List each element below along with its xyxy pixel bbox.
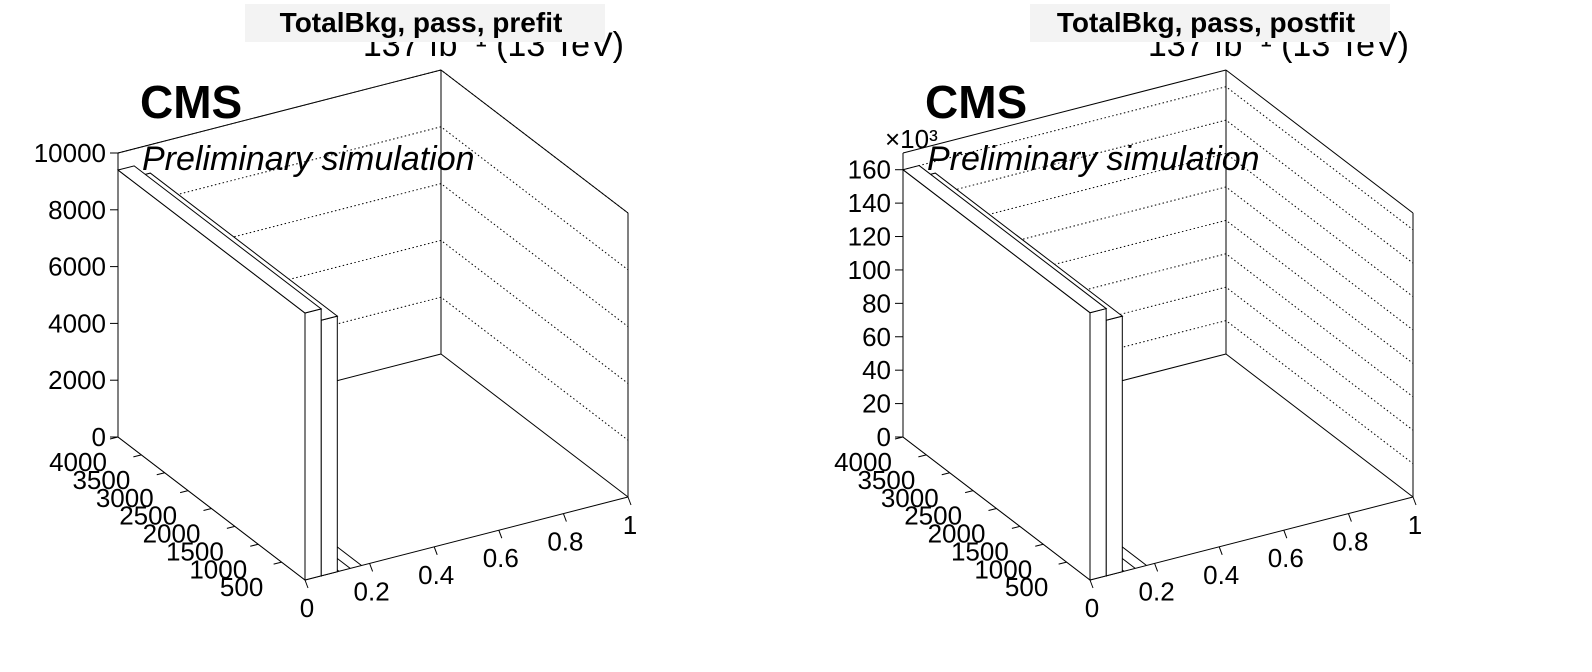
axis-box-edge bbox=[902, 69, 1227, 154]
axis-box-edge bbox=[1225, 353, 1414, 498]
z-tick-label: 80 bbox=[862, 288, 891, 318]
y-tick-label: 500 bbox=[1005, 572, 1048, 602]
x-tick-label: 0.4 bbox=[418, 560, 454, 590]
y-tick bbox=[941, 472, 950, 476]
x-tick bbox=[1218, 546, 1223, 555]
z-tick-label: 40 bbox=[862, 355, 891, 385]
y-tick bbox=[180, 490, 189, 494]
x-tick bbox=[1412, 496, 1417, 506]
x-tick-label: 0.4 bbox=[1203, 560, 1239, 590]
panel-postfit: 137 fb⁻¹ (13 TeV)TotalBkg, pass, postfit… bbox=[834, 4, 1422, 623]
y-tick-label: 3500 bbox=[857, 465, 915, 495]
y-tick-label: 2500 bbox=[119, 501, 177, 531]
y-tick-label: 2500 bbox=[904, 501, 962, 531]
z-tick-label: 20 bbox=[862, 389, 891, 419]
z-tick-label: 100 bbox=[848, 255, 891, 285]
y-tick bbox=[1035, 543, 1044, 547]
axis-box-edge bbox=[304, 496, 629, 581]
axis-box-edge bbox=[117, 69, 442, 154]
z-tick-label: 120 bbox=[848, 222, 891, 252]
y-tick bbox=[226, 525, 235, 529]
y-tick bbox=[133, 454, 142, 458]
y-tick-label: 3000 bbox=[96, 483, 154, 513]
chart-title: TotalBkg, pass, postfit bbox=[1057, 7, 1355, 38]
y-tick-label: 2000 bbox=[928, 519, 986, 549]
title-background bbox=[245, 4, 605, 42]
x-tick bbox=[627, 496, 632, 506]
bar-front bbox=[1089, 307, 1107, 581]
chart-title: TotalBkg, pass, prefit bbox=[280, 7, 563, 38]
y-tick bbox=[109, 436, 119, 440]
x-tick-label: 0.8 bbox=[1332, 527, 1368, 557]
z-tick-label: 6000 bbox=[48, 252, 106, 282]
x-tick-label: 0.2 bbox=[1139, 576, 1175, 606]
preliminary-label: Preliminary simulation bbox=[927, 140, 1260, 178]
x-tick bbox=[369, 563, 374, 572]
x-tick bbox=[1347, 513, 1352, 522]
x-tick-label: 0.2 bbox=[354, 576, 390, 606]
y-tick-label: 1500 bbox=[951, 536, 1009, 566]
z-tick-label: 4000 bbox=[48, 308, 106, 338]
axis-box-edge bbox=[1225, 69, 1414, 214]
axis-box-edge bbox=[440, 69, 629, 214]
y-tick-label: 1000 bbox=[189, 554, 247, 584]
preliminary-label: Preliminary simulation bbox=[142, 140, 475, 178]
y-tick bbox=[965, 490, 974, 494]
x-tick-label: 0 bbox=[300, 593, 314, 623]
y-tick bbox=[156, 472, 165, 476]
bar-top bbox=[116, 165, 323, 314]
x-tick-label: 0 bbox=[1085, 593, 1099, 623]
y-tick bbox=[273, 561, 282, 565]
bar-top bbox=[901, 165, 1108, 314]
axis-box-edge bbox=[440, 353, 629, 498]
panel-prefit: 137 fb⁻¹ (13 TeV)TotalBkg, pass, prefit0… bbox=[34, 4, 637, 623]
x-tick-label: 0.8 bbox=[547, 527, 583, 557]
y-tick bbox=[918, 454, 927, 458]
y-tick-label: 1000 bbox=[974, 554, 1032, 584]
y-tick-label: 500 bbox=[220, 572, 263, 602]
y-tick bbox=[250, 543, 259, 547]
y-tick-label: 4000 bbox=[49, 447, 107, 477]
x-tick bbox=[433, 546, 438, 555]
y-tick bbox=[1011, 525, 1020, 529]
x-tick bbox=[1154, 563, 1159, 572]
x-tick bbox=[498, 530, 503, 539]
y-tick bbox=[894, 436, 904, 440]
z-tick-label: 10000 bbox=[34, 138, 106, 168]
z-tick-label: 160 bbox=[848, 155, 891, 185]
title-background bbox=[1030, 4, 1390, 42]
bar-front bbox=[320, 315, 338, 577]
x-tick-label: 1 bbox=[623, 510, 637, 540]
y-tick-label: 3000 bbox=[881, 483, 939, 513]
z-tick-label: 2000 bbox=[48, 365, 106, 395]
y-tick-label: 1500 bbox=[166, 536, 224, 566]
x-tick bbox=[304, 579, 309, 589]
y-tick-label: 4000 bbox=[834, 447, 892, 477]
x-tick-label: 1 bbox=[1408, 510, 1422, 540]
z-tick-label: 60 bbox=[862, 322, 891, 352]
z-tick-label: 0 bbox=[877, 422, 891, 452]
x-tick-label: 0.6 bbox=[1268, 543, 1304, 573]
y-tick bbox=[203, 508, 212, 511]
z-tick-label: 140 bbox=[848, 188, 891, 218]
cms-label: CMS bbox=[925, 76, 1027, 128]
x-tick bbox=[1283, 530, 1288, 539]
y-tick-label: 2000 bbox=[143, 519, 201, 549]
y-tick-label: 3500 bbox=[72, 465, 130, 495]
z-tick-label: 8000 bbox=[48, 195, 106, 225]
z-multiplier: ×10³ bbox=[885, 124, 938, 154]
bar-front bbox=[1105, 315, 1123, 577]
axis-box-edge bbox=[1089, 496, 1414, 581]
x-tick bbox=[1089, 579, 1094, 589]
bar-front bbox=[304, 308, 322, 581]
x-tick-label: 0.6 bbox=[483, 543, 519, 573]
x-tick bbox=[562, 513, 567, 522]
z-tick-label: 0 bbox=[92, 422, 106, 452]
cms-label: CMS bbox=[140, 76, 242, 128]
y-tick bbox=[1058, 561, 1067, 565]
y-tick bbox=[988, 508, 997, 511]
